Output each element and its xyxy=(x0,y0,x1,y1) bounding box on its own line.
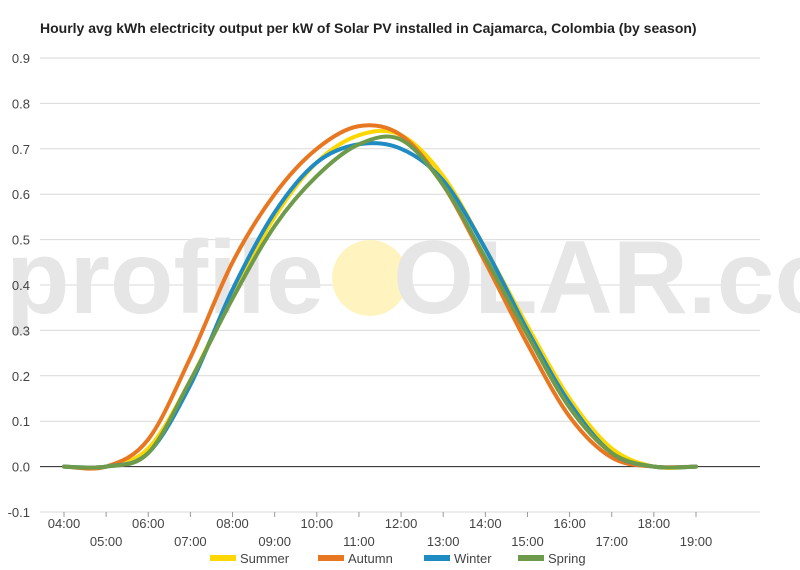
legend-label: Autumn xyxy=(348,551,393,566)
y-tick-label: 0.7 xyxy=(12,142,30,157)
legend-label: Spring xyxy=(548,551,586,566)
legend-item-winter: Winter xyxy=(424,551,492,566)
legend-swatch xyxy=(318,555,344,561)
y-tick-label: 0.5 xyxy=(12,233,30,248)
legend-item-summer: Summer xyxy=(210,551,290,566)
x-tick-label: 13:00 xyxy=(427,534,460,549)
legend-item-autumn: Autumn xyxy=(318,551,393,566)
series-lines xyxy=(62,123,698,471)
x-tick-label: 15:00 xyxy=(511,534,544,549)
x-tick-label: 10:00 xyxy=(301,516,334,531)
x-axis-ticks: 04:00 05:00 06:00 07:00 08:00 09:00 10:00 11:00… xyxy=(48,512,713,549)
x-tick-label: 16:00 xyxy=(553,516,586,531)
legend-item-spring: Spring xyxy=(518,551,586,566)
x-tick-label: 07:00 xyxy=(174,534,207,549)
x-tick-label: 09:00 xyxy=(258,534,291,549)
x-tick-label: 06:00 xyxy=(132,516,165,531)
legend-swatch xyxy=(424,555,450,561)
sun-icon xyxy=(332,240,408,316)
series-line-spring xyxy=(62,134,698,470)
series-line-autumn xyxy=(62,123,698,471)
y-tick-label: 0.8 xyxy=(12,96,30,111)
x-tick-label: 19:00 xyxy=(680,534,713,549)
watermark-text: profileSOLAR.com xyxy=(6,220,800,336)
legend-label: Winter xyxy=(454,551,492,566)
x-tick-label: 11:00 xyxy=(343,534,375,549)
y-tick-label: -0.1 xyxy=(8,505,30,520)
legend: Summer Autumn Winter Spring xyxy=(210,551,586,566)
y-tick-label: 0.0 xyxy=(12,460,30,475)
x-tick-label: 14:00 xyxy=(469,516,502,531)
y-tick-label: 0.9 xyxy=(12,51,30,66)
y-tick-label: 0.2 xyxy=(12,369,30,384)
legend-swatch xyxy=(518,555,544,561)
y-tick-label: 0.6 xyxy=(12,187,30,202)
x-tick-label: 05:00 xyxy=(90,534,123,549)
chart-title: Hourly avg kWh electricity output per kW… xyxy=(40,20,697,36)
x-tick-label: 08:00 xyxy=(216,516,249,531)
legend-swatch xyxy=(210,555,236,561)
y-tick-label: 0.3 xyxy=(12,323,30,338)
y-tick-label: 0.1 xyxy=(12,414,30,429)
x-tick-label: 17:00 xyxy=(595,534,628,549)
y-axis-ticks: -0.1 0.0 0.1 0.2 0.3 0.4 0.5 0.6 0.7 0.8 0.9 xyxy=(8,51,30,520)
x-tick-label: 18:00 xyxy=(638,516,671,531)
x-tick-label: 12:00 xyxy=(385,516,418,531)
legend-label: Summer xyxy=(240,551,290,566)
y-tick-label: 0.4 xyxy=(12,278,30,293)
x-tick-label: 04:00 xyxy=(48,516,81,531)
watermark: profileSOLAR.com xyxy=(6,220,800,336)
